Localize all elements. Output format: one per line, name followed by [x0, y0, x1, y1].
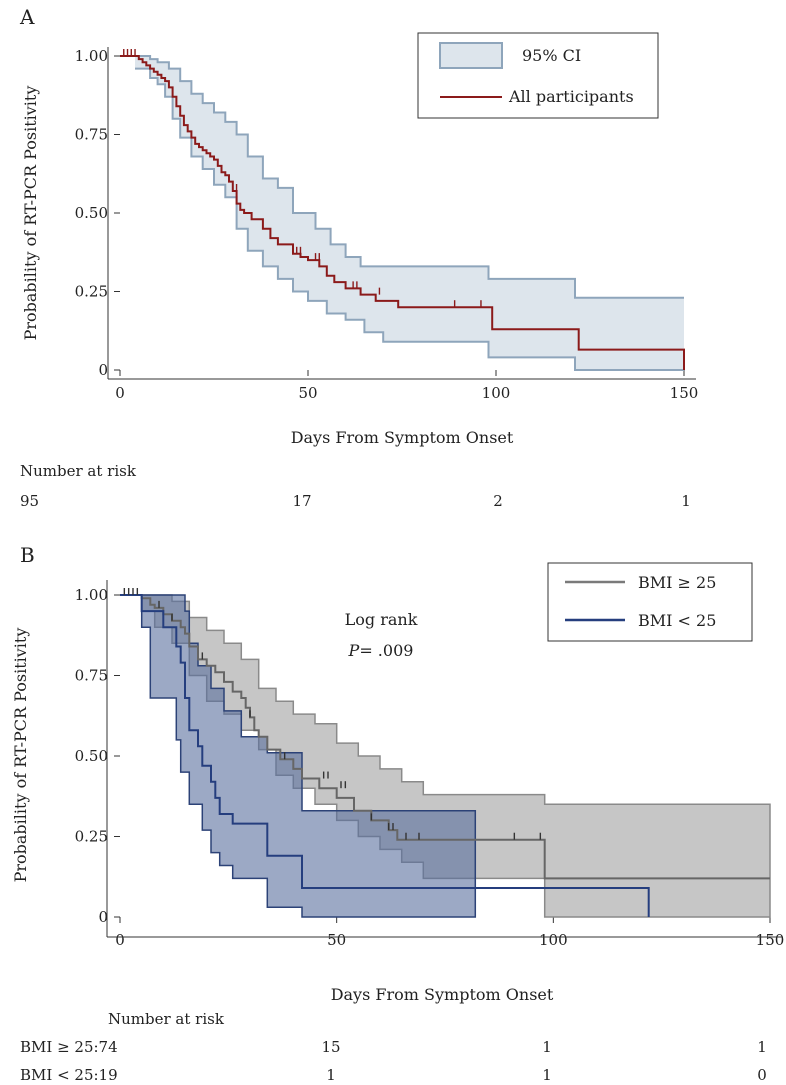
panel-a-legend-ci-swatch — [439, 42, 503, 69]
panel-a-censor-marks — [123, 49, 482, 308]
panel-a-risk-count-0: 95 — [20, 492, 39, 510]
panel-a-x-ticks: 0 50 100 150 — [115, 370, 698, 402]
panel-b-xlabel: Days From Symptom Onset — [331, 985, 554, 1004]
panel-b-logrank-annotation: Log rank P= .009 — [345, 610, 418, 660]
panel-a-ci-lower-line — [135, 67, 684, 371]
panel-a-legend: 95% CI All participants — [417, 32, 659, 119]
panel-b-risk-row-high-150: 1 — [757, 1038, 767, 1056]
panel-b: B Probability of RT-PCR Positivity 0 0.25… — [11, 543, 784, 1084]
panel-a-x-tick-label-2: 100 — [482, 384, 511, 402]
panel-b-risk-row-low-150: 0 — [757, 1066, 767, 1084]
panel-a-y-tick-label-0: 0 — [98, 361, 108, 379]
panel-b-logrank-p: P= .009 — [348, 641, 414, 660]
panel-b-x-tick-label-1: 50 — [327, 931, 346, 949]
panel-b-y-tick-label-2: 0.50 — [75, 747, 108, 765]
panel-a-ylabel: Probability of RT-PCR Positivity — [21, 86, 40, 341]
panel-b-risk-row-high-label: BMI ≥ 25:74 — [20, 1038, 118, 1056]
panel-b-risk-row-low-100: 1 — [542, 1066, 552, 1084]
panel-b-x-ticks: 0 50 100 150 — [115, 917, 784, 949]
panel-a-xlabel: Days From Symptom Onset — [291, 428, 514, 447]
panel-b-y-ticks: 0 0.25 0.50 0.75 1.00 — [75, 586, 120, 926]
panel-a-km-curve — [120, 55, 685, 370]
panel-b-risk-row-low-label: BMI < 25:19 — [20, 1066, 118, 1084]
panel-a-y-tick-label-3: 0.75 — [75, 126, 108, 144]
panel-b-p-label: P — [348, 641, 360, 660]
panel-b-x-tick-label-3: 150 — [756, 931, 785, 949]
panel-b-y-tick-label-4: 1.00 — [75, 586, 108, 604]
panel-a-y-tick-label-2: 0.50 — [75, 204, 108, 222]
panel-a-risk-count-100: 2 — [493, 492, 503, 510]
panel-a-x-tick-label-3: 150 — [670, 384, 699, 402]
panel-a-risk-title: Number at risk — [20, 462, 137, 480]
panel-b-risk-row-low-50: 1 — [326, 1066, 336, 1084]
panel-b-x-tick-label-0: 0 — [115, 931, 125, 949]
panel-b-legend-high-label: BMI ≥ 25 — [638, 573, 716, 592]
panel-b-y-tick-label-1: 0.25 — [75, 828, 108, 846]
panel-a-y-ticks: 0 0.25 0.50 0.75 1.00 — [75, 47, 120, 379]
panel-b-bmi-low-ci-band — [140, 594, 477, 918]
panel-b-risk-row-high-100: 1 — [542, 1038, 552, 1056]
panel-a-risk-count-50: 17 — [292, 492, 311, 510]
panel-a-y-tick-label-1: 0.25 — [75, 283, 108, 301]
panel-b-legend-low-label: BMI < 25 — [638, 611, 716, 630]
panel-a-y-tick-label-4: 1.00 — [75, 47, 108, 65]
panel-a-risk-count-150: 1 — [681, 492, 691, 510]
panel-b-logrank-title: Log rank — [345, 610, 418, 629]
panel-a-ci-band — [135, 56, 684, 370]
panel-b-ylabel: Probability of RT-PCR Positivity — [11, 628, 30, 883]
panel-b-legend: BMI ≥ 25 BMI < 25 — [547, 562, 753, 642]
panel-b-y-tick-label-0: 0 — [98, 908, 108, 926]
panel-b-risk-row-high-50: 15 — [321, 1038, 340, 1056]
panel-a-legend-line-label: All participants — [508, 87, 634, 106]
panel-a-letter: A — [19, 5, 35, 29]
panel-a-legend-ci-label: 95% CI — [522, 46, 581, 65]
panel-a: A Probability of RT-PCR Positivity 0 0.25… — [19, 5, 698, 510]
panel-b-risk-title: Number at risk — [108, 1010, 225, 1028]
panel-b-x-tick-label-2: 100 — [539, 931, 568, 949]
panel-a-x-tick-label-0: 0 — [115, 384, 125, 402]
panel-a-ci-upper-line — [135, 55, 684, 299]
panel-b-letter: B — [20, 543, 35, 567]
panel-a-x-tick-label-1: 50 — [298, 384, 317, 402]
panel-b-p-value: = .009 — [359, 641, 413, 660]
panel-b-bmi-low-km-curve — [120, 594, 650, 917]
panel-b-legend-box — [547, 562, 753, 642]
panel-b-y-tick-label-3: 0.75 — [75, 667, 108, 685]
panel-b-censor-marks — [123, 588, 542, 840]
